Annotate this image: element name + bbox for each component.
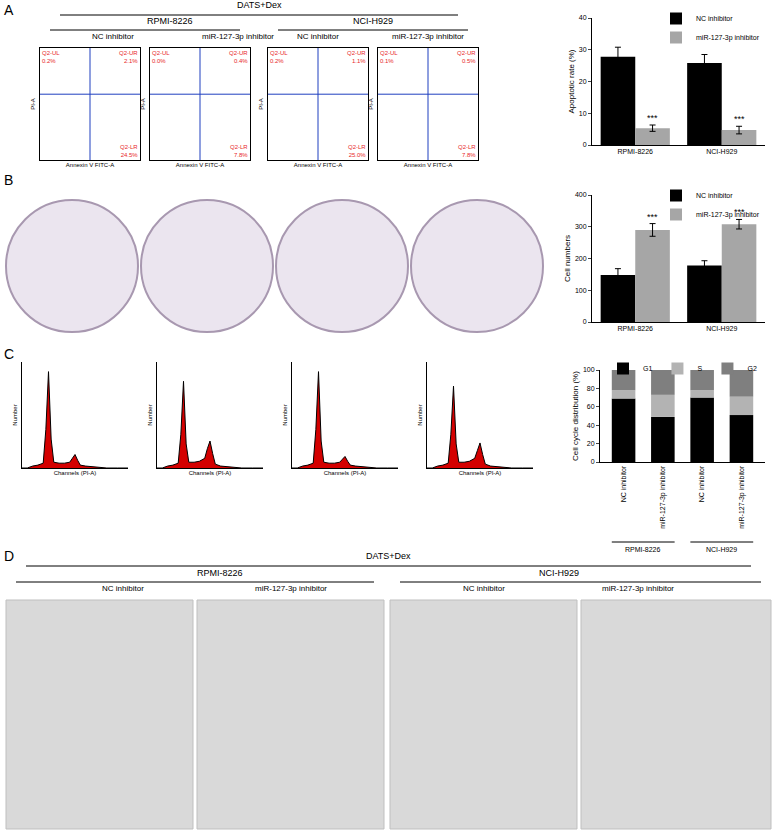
svg-text:Number: Number (417, 404, 423, 425)
svg-text:RPMI-8226: RPMI-8226 (625, 546, 661, 553)
svg-text:Q2-LR25.0%: Q2-LR25.0% (348, 144, 366, 158)
svg-text:40: 40 (579, 14, 587, 21)
svg-text:S: S (697, 365, 702, 372)
svg-text:10: 10 (579, 110, 587, 117)
svg-text:miR-127-3p inhibitor: miR-127-3p inhibitor (738, 465, 746, 529)
svg-text:Number: Number (282, 404, 288, 425)
svg-text:***: *** (647, 113, 658, 123)
svg-text:20: 20 (579, 78, 587, 85)
svg-text:PI-A: PI-A (30, 98, 36, 110)
svg-text:0: 0 (583, 141, 587, 148)
svg-text:miR-127-3p inhibitor: miR-127-3p inhibitor (392, 32, 464, 41)
svg-text:NCI-H929: NCI-H929 (353, 16, 393, 26)
svg-text:RPMI-8226: RPMI-8226 (197, 568, 243, 578)
svg-text:NC inhibitor: NC inhibitor (696, 192, 733, 199)
svg-text:Annexin V FITC-A: Annexin V FITC-A (294, 162, 342, 168)
svg-text:DATS+Dex: DATS+Dex (237, 0, 282, 10)
svg-text:20: 20 (587, 440, 595, 447)
svg-text:Q2-UL0.0%: Q2-UL0.0% (152, 50, 170, 64)
svg-text:Apoptotic rate (%): Apoptotic rate (%) (567, 49, 576, 113)
svg-text:Annexin V FITC-A: Annexin V FITC-A (176, 162, 224, 168)
svg-text:0: 0 (591, 458, 595, 465)
svg-text:NC inhibitor: NC inhibitor (696, 15, 733, 22)
svg-text:NCI-H929: NCI-H929 (539, 568, 579, 578)
svg-text:***: *** (734, 114, 745, 124)
svg-text:30: 30 (579, 46, 587, 53)
svg-text:Cell cycle distribution (%): Cell cycle distribution (%) (571, 371, 580, 461)
svg-text:NC inhibitor: NC inhibitor (620, 465, 627, 502)
svg-text:C: C (4, 346, 14, 362)
svg-text:100: 100 (583, 366, 595, 373)
svg-text:miR-127-3p inhibitor: miR-127-3p inhibitor (255, 584, 327, 593)
svg-text:Annexin V FITC-A: Annexin V FITC-A (66, 162, 114, 168)
svg-text:Annexin V FITC-A: Annexin V FITC-A (404, 162, 452, 168)
svg-text:miR-127-3p inhibitor: miR-127-3p inhibitor (696, 34, 760, 42)
svg-text:Q2-UR0.4%: Q2-UR0.4% (229, 50, 248, 64)
svg-text:Q2-UR0.5%: Q2-UR0.5% (457, 50, 476, 64)
svg-text:80: 80 (587, 385, 595, 392)
svg-text:Q2-UR1.1%: Q2-UR1.1% (347, 50, 366, 64)
svg-text:Q2-UL0.2%: Q2-UL0.2% (42, 50, 60, 64)
svg-text:PI-A: PI-A (140, 98, 146, 110)
svg-text:60: 60 (587, 403, 595, 410)
svg-text:PI-A: PI-A (258, 98, 264, 110)
svg-text:A: A (4, 2, 14, 18)
svg-text:NC inhibitor: NC inhibitor (698, 465, 705, 502)
svg-text:40: 40 (587, 422, 595, 429)
svg-text:Channels (PI-A): Channels (PI-A) (324, 470, 367, 476)
svg-text:Q2-UR2.1%: Q2-UR2.1% (119, 50, 138, 64)
svg-text:***: *** (647, 212, 658, 222)
svg-text:Q2-UL0.1%: Q2-UL0.1% (380, 50, 398, 64)
svg-text:Number: Number (12, 404, 18, 425)
svg-text:300: 300 (575, 223, 587, 230)
svg-text:NCI-H929: NCI-H929 (706, 325, 737, 332)
svg-text:B: B (4, 172, 13, 188)
svg-text:Q2-LR24.5%: Q2-LR24.5% (120, 144, 138, 158)
svg-text:Q2-LR7.8%: Q2-LR7.8% (230, 144, 248, 158)
svg-text:DATS+Dex: DATS+Dex (366, 551, 411, 561)
svg-text:miR-127-3p inhibitor: miR-127-3p inhibitor (659, 465, 667, 529)
svg-text:miR-127-3p inhibitor: miR-127-3p inhibitor (202, 32, 274, 41)
svg-text:D: D (4, 548, 14, 564)
svg-text:NC inhibitor: NC inhibitor (463, 584, 505, 593)
svg-text:Number: Number (147, 404, 153, 425)
svg-text:G1: G1 (643, 365, 652, 372)
svg-text:G2: G2 (747, 365, 756, 372)
svg-text:100: 100 (575, 287, 587, 294)
svg-text:0: 0 (583, 318, 587, 325)
svg-text:200: 200 (575, 255, 587, 262)
svg-text:NCI-H929: NCI-H929 (706, 546, 737, 553)
svg-text:NC inhibitor: NC inhibitor (92, 32, 134, 41)
svg-text:RPMI-8226: RPMI-8226 (147, 16, 193, 26)
svg-text:NC inhibitor: NC inhibitor (297, 32, 339, 41)
svg-text:Q2-UL0.2%: Q2-UL0.2% (270, 50, 288, 64)
svg-text:Channels (PI-A): Channels (PI-A) (189, 470, 232, 476)
svg-text:***: *** (734, 207, 745, 217)
svg-text:Q2-LR7.8%: Q2-LR7.8% (458, 144, 476, 158)
svg-text:Cell numbers: Cell numbers (563, 235, 572, 282)
svg-text:RPMI-8226: RPMI-8226 (618, 148, 654, 155)
svg-text:Channels (PI-A): Channels (PI-A) (54, 470, 97, 476)
svg-text:PI-A: PI-A (368, 98, 374, 110)
svg-text:RPMI-8226: RPMI-8226 (618, 325, 654, 332)
svg-text:Channels (PI-A): Channels (PI-A) (459, 470, 502, 476)
svg-text:NCI-H929: NCI-H929 (706, 148, 737, 155)
svg-text:400: 400 (575, 191, 587, 198)
svg-text:NC inhibitor: NC inhibitor (102, 584, 144, 593)
svg-text:miR-127-3p inhibitor: miR-127-3p inhibitor (696, 211, 760, 219)
svg-text:miR-127-3p inhibitor: miR-127-3p inhibitor (602, 584, 674, 593)
